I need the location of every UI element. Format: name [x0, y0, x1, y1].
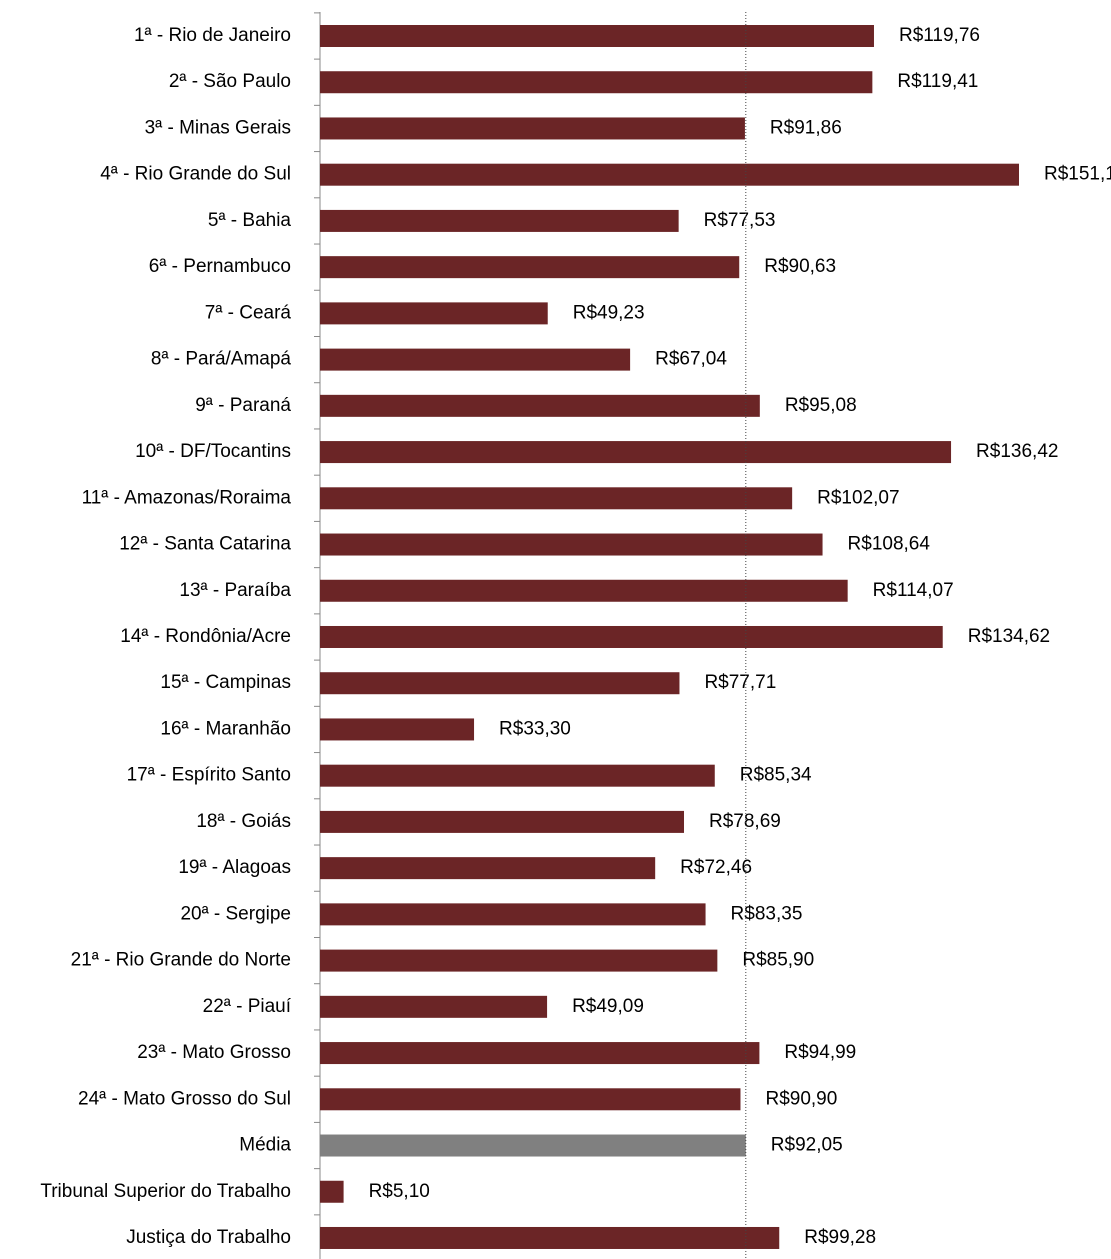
category-label: 21ª - Rio Grande do Norte — [71, 950, 291, 971]
value-label: R$5,10 — [369, 1181, 430, 1202]
value-label: R$151,11 — [1044, 164, 1111, 185]
category-label: 3ª - Minas Gerais — [145, 117, 291, 138]
bar — [320, 672, 680, 695]
bar — [320, 764, 715, 787]
value-label: R$90,63 — [764, 256, 836, 277]
bar — [320, 163, 1019, 186]
value-label: R$77,53 — [704, 210, 776, 231]
bar — [320, 256, 740, 279]
category-label: 17ª - Espírito Santo — [127, 765, 291, 786]
value-label: R$49,09 — [572, 996, 644, 1017]
value-label: R$85,90 — [742, 950, 814, 971]
bar — [320, 394, 760, 417]
bar — [320, 71, 873, 94]
bar — [320, 625, 943, 648]
bar — [320, 857, 656, 880]
value-label: R$77,71 — [704, 672, 776, 693]
value-label: R$119,76 — [899, 25, 980, 46]
value-label: R$119,41 — [897, 71, 978, 92]
value-label: R$134,62 — [968, 626, 1050, 647]
bar — [320, 1088, 741, 1111]
category-label: 2ª - São Paulo — [169, 71, 291, 92]
category-label: 18ª - Goiás — [196, 811, 291, 832]
bar — [320, 302, 548, 325]
bar — [320, 348, 631, 371]
category-label: 13ª - Paraíba — [179, 580, 291, 601]
category-label: Tribunal Superior do Trabalho — [40, 1181, 291, 1202]
category-label: 15ª - Campinas — [160, 672, 291, 693]
bar — [320, 117, 745, 140]
value-label: R$92,05 — [771, 1135, 843, 1156]
category-label: Justiça do Trabalho — [126, 1227, 291, 1248]
bar — [320, 209, 679, 232]
bar — [320, 1042, 760, 1065]
category-label: 24ª - Mato Grosso do Sul — [78, 1088, 291, 1109]
value-label: R$67,04 — [655, 349, 727, 370]
value-label: R$114,07 — [873, 580, 954, 601]
bar — [320, 810, 685, 833]
value-label: R$49,23 — [573, 302, 645, 323]
value-label: R$136,42 — [976, 441, 1058, 462]
value-label: R$94,99 — [784, 1042, 856, 1063]
category-label: 14ª - Rondônia/Acre — [120, 626, 291, 647]
bar — [320, 718, 475, 741]
bar — [320, 903, 706, 926]
bar — [320, 533, 823, 556]
category-label: 11ª - Amazonas/Roraima — [82, 487, 292, 508]
value-label: R$33,30 — [499, 718, 571, 739]
category-label: 5ª - Bahia — [208, 210, 292, 231]
category-label: 22ª - Piauí — [203, 996, 292, 1017]
bar — [320, 25, 874, 47]
bar — [320, 1180, 344, 1203]
bar — [320, 441, 952, 464]
value-label: R$108,64 — [848, 534, 931, 555]
category-label: 20ª - Sergipe — [180, 903, 291, 924]
category-label: 1ª - Rio de Janeiro — [134, 25, 291, 46]
category-label: 16ª - Maranhão — [160, 718, 291, 739]
value-label: R$91,86 — [770, 117, 842, 138]
value-label: R$102,07 — [817, 487, 899, 508]
bar — [320, 1134, 746, 1157]
category-label: 10ª - DF/Tocantins — [135, 441, 291, 462]
category-label: 9ª - Paraná — [195, 395, 291, 416]
value-label: R$85,34 — [740, 765, 812, 786]
category-label: 4ª - Rio Grande do Sul — [100, 164, 291, 185]
bar — [320, 487, 793, 510]
category-label: 23ª - Mato Grosso — [137, 1042, 291, 1063]
value-label: R$90,90 — [765, 1088, 837, 1109]
value-label: R$99,28 — [804, 1227, 876, 1248]
bar — [320, 949, 718, 972]
bar — [320, 1226, 780, 1249]
value-label: R$83,35 — [731, 903, 803, 924]
bar — [320, 995, 548, 1018]
category-label: 19ª - Alagoas — [178, 857, 291, 878]
value-label: R$72,46 — [680, 857, 752, 878]
category-label: 7ª - Ceará — [205, 302, 292, 323]
value-label: R$95,08 — [785, 395, 857, 416]
value-label: R$78,69 — [709, 811, 781, 832]
category-label: 12ª - Santa Catarina — [119, 534, 291, 555]
category-label: 6ª - Pernambuco — [149, 256, 291, 277]
category-label: 8ª - Pará/Amapá — [151, 349, 292, 370]
category-label: Média — [239, 1135, 291, 1156]
bar — [320, 579, 848, 602]
